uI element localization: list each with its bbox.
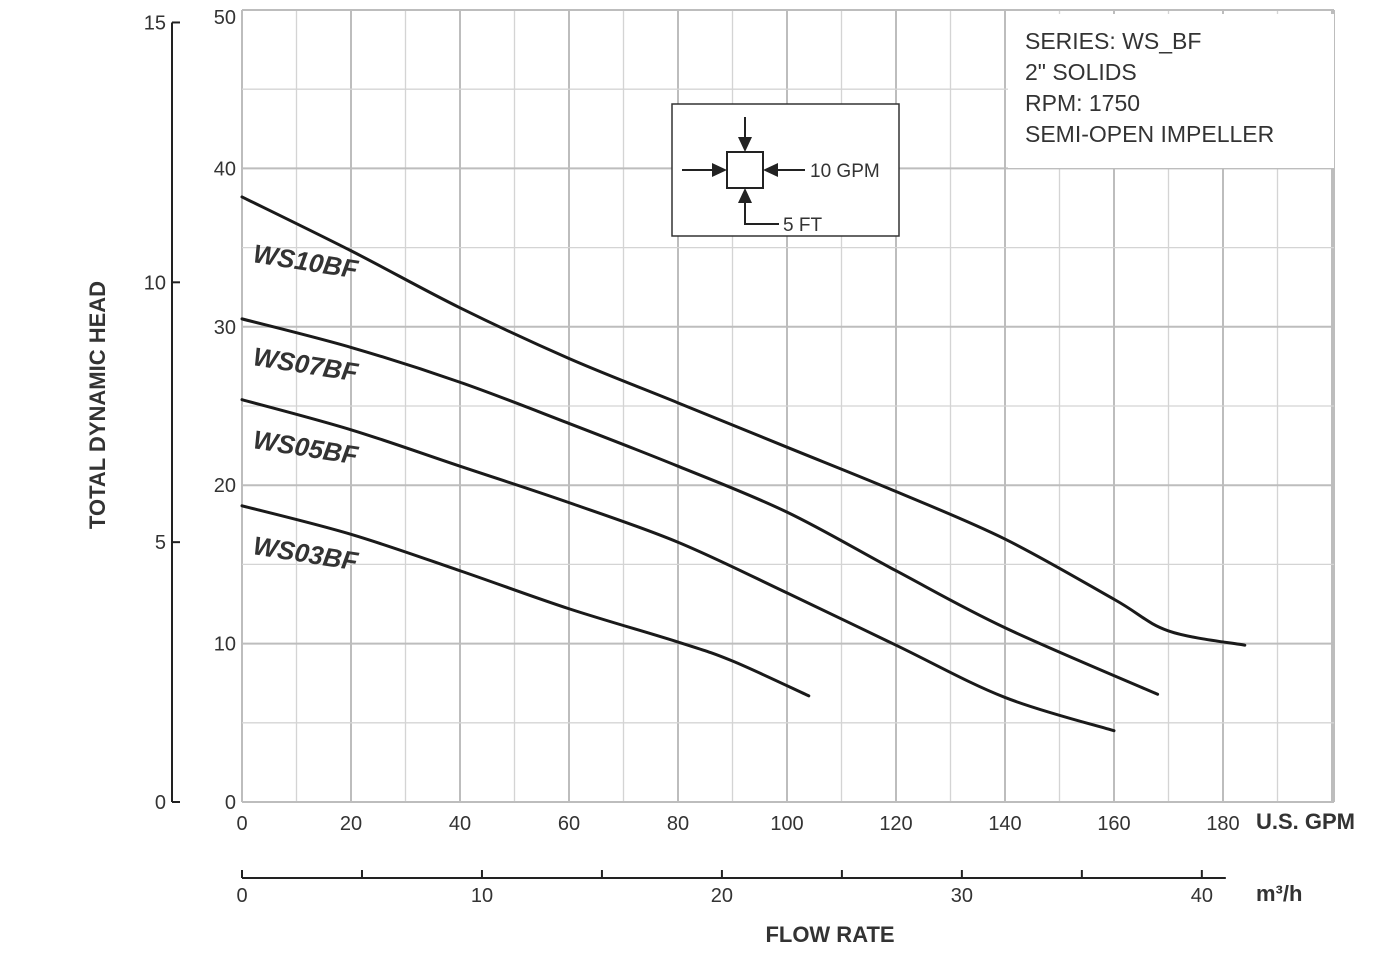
x-tick-label: 140: [988, 813, 1021, 835]
y-tick-label: 40: [214, 158, 236, 180]
y-secondary-tick-label: 5: [155, 532, 166, 554]
x-unit-gpm: U.S. GPM: [1256, 809, 1355, 834]
grid-legend-ft: 5 FT: [783, 215, 822, 236]
x-tick-label: 40: [449, 813, 471, 835]
x-secondary-tick-label: 10: [471, 885, 493, 907]
x-tick-label: 120: [879, 813, 912, 835]
y-tick-label: 0: [225, 792, 236, 814]
info-line-solids: 2" SOLIDS: [1025, 59, 1137, 85]
y-secondary-tick-label: 0: [155, 792, 166, 814]
x-secondary-tick-label: 0: [236, 885, 247, 907]
series-line-ws10bf: [240, 195, 1247, 647]
info-line-rpm: RPM: 1750: [1025, 90, 1140, 116]
y-tick-label: 50: [214, 7, 236, 29]
x-secondary-tick-label: 40: [1191, 885, 1213, 907]
info-box: SERIES: WS_BF 2" SOLIDS RPM: 1750 SEMI-O…: [1008, 14, 1334, 168]
x-tick-label: 180: [1206, 813, 1239, 835]
series-line-ws05bf: [240, 398, 1116, 733]
info-line-series: SERIES: WS_BF: [1025, 28, 1201, 54]
y-tick-label: 30: [214, 317, 236, 339]
x-axis-title: FLOW RATE: [765, 922, 894, 947]
series-lines: [240, 195, 1247, 733]
y-tick-label: 20: [214, 475, 236, 497]
series-label-ws10bf: WS10BF: [251, 238, 361, 284]
grid-cell-icon: [726, 151, 764, 189]
x-tick-label: 60: [558, 813, 580, 835]
x-secondary-tick-label: 20: [711, 885, 733, 907]
series-line-ws03bf: [240, 504, 811, 698]
series-label-ws03bf: WS03BF: [251, 530, 361, 576]
x-tick-label: 0: [236, 813, 247, 835]
y-tick-label: 10: [214, 634, 236, 656]
x-unit-m3h: m³/h: [1256, 881, 1302, 906]
series-label-ws07bf: WS07BF: [251, 341, 361, 387]
x-tick-label: 100: [770, 813, 803, 835]
x-tick-label: 20: [340, 813, 362, 835]
y-axis-title: TOTAL DYNAMIC HEAD: [85, 281, 110, 529]
grid-scale-legend: 10 GPM 5 FT: [671, 103, 900, 237]
series-line-ws07bf: [240, 317, 1160, 696]
y-secondary-tick-label: 15: [144, 12, 166, 34]
series-label-ws05bf: WS05BF: [251, 424, 361, 470]
y-secondary-tick-label: 10: [144, 272, 166, 294]
x-tick-label: 80: [667, 813, 689, 835]
x-tick-label: 160: [1097, 813, 1130, 835]
x-secondary-tick-label: 30: [951, 885, 973, 907]
info-line-impeller: SEMI-OPEN IMPELLER: [1025, 121, 1274, 147]
axes: [171, 21, 1226, 879]
grid-legend-gpm: 10 GPM: [810, 161, 880, 182]
arrow-up-icon: [744, 193, 779, 225]
